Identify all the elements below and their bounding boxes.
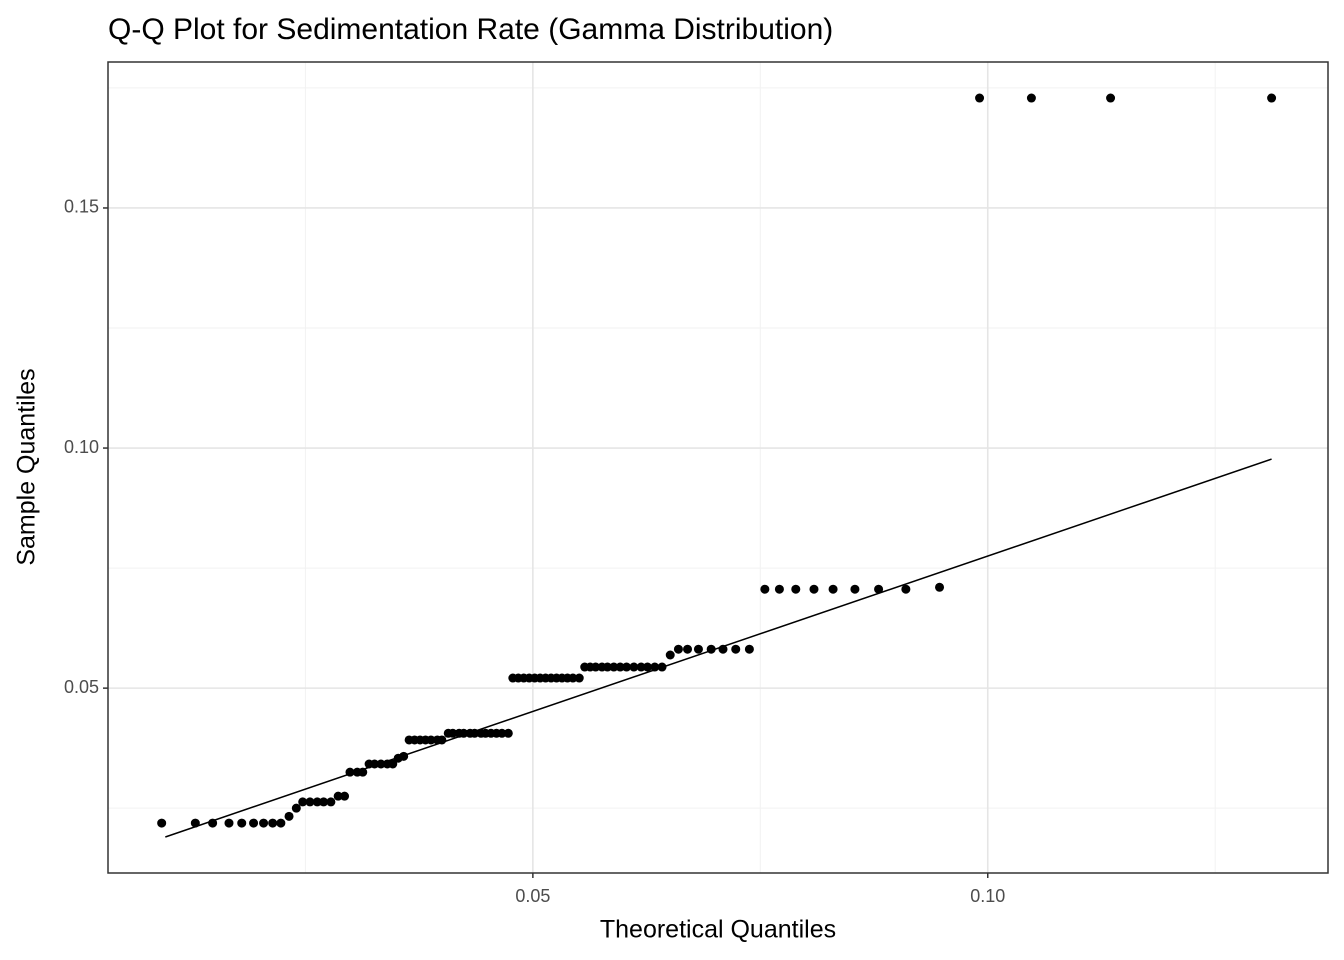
point <box>259 818 269 828</box>
point <box>665 650 675 660</box>
point <box>376 759 386 769</box>
point <box>673 644 683 654</box>
point <box>291 803 301 813</box>
point <box>249 818 259 828</box>
point <box>326 797 336 807</box>
point <box>459 728 469 738</box>
x-tick-label: 0.05 <box>515 886 550 906</box>
panel-border <box>107 61 1329 874</box>
chart-title: Q-Q Plot for Sedimentation Rate (Gamma D… <box>108 13 833 46</box>
point <box>340 791 350 801</box>
y-axis-title: Sample Quantiles <box>13 368 41 565</box>
point <box>602 662 612 672</box>
point <box>224 818 234 828</box>
point <box>426 735 436 745</box>
y-tick-label: 0.10 <box>64 437 99 457</box>
point <box>497 728 507 738</box>
y-tick-label: 0.15 <box>64 197 99 217</box>
point <box>935 582 945 592</box>
point <box>874 584 884 594</box>
point <box>642 662 652 672</box>
point <box>345 767 355 777</box>
point <box>574 673 584 683</box>
point <box>809 584 819 594</box>
point <box>305 797 315 807</box>
point <box>850 584 860 594</box>
point <box>1026 93 1036 103</box>
point <box>683 644 693 654</box>
point <box>298 797 308 807</box>
point <box>1267 93 1277 103</box>
point <box>975 93 985 103</box>
point <box>388 759 398 769</box>
point <box>437 735 447 745</box>
point <box>190 818 200 828</box>
point <box>358 767 368 777</box>
point <box>731 644 741 654</box>
point <box>568 673 578 683</box>
point <box>237 818 247 828</box>
point <box>276 818 286 828</box>
point <box>622 662 632 672</box>
point <box>693 644 703 654</box>
point <box>609 662 619 672</box>
point <box>791 584 801 594</box>
point <box>629 662 639 672</box>
point <box>744 644 754 654</box>
point <box>312 797 322 807</box>
point <box>636 662 646 672</box>
point <box>706 644 716 654</box>
point <box>774 584 784 594</box>
point <box>448 728 458 738</box>
point <box>284 811 294 821</box>
point <box>268 818 278 828</box>
point <box>503 728 513 738</box>
point <box>333 791 343 801</box>
point <box>157 818 167 828</box>
point <box>657 662 667 672</box>
point <box>650 662 660 672</box>
y-tick-label: 0.05 <box>64 677 99 697</box>
point <box>470 728 480 738</box>
point <box>1106 93 1116 103</box>
x-axis-title: Theoretical Quantiles <box>600 916 836 944</box>
point <box>901 584 911 594</box>
point <box>319 797 329 807</box>
point <box>591 662 601 672</box>
point <box>370 759 380 769</box>
point <box>399 751 409 761</box>
point <box>718 644 728 654</box>
point <box>208 818 218 828</box>
point <box>615 662 625 672</box>
x-tick-label: 0.10 <box>970 886 1005 906</box>
point <box>760 584 770 594</box>
point <box>828 584 838 594</box>
